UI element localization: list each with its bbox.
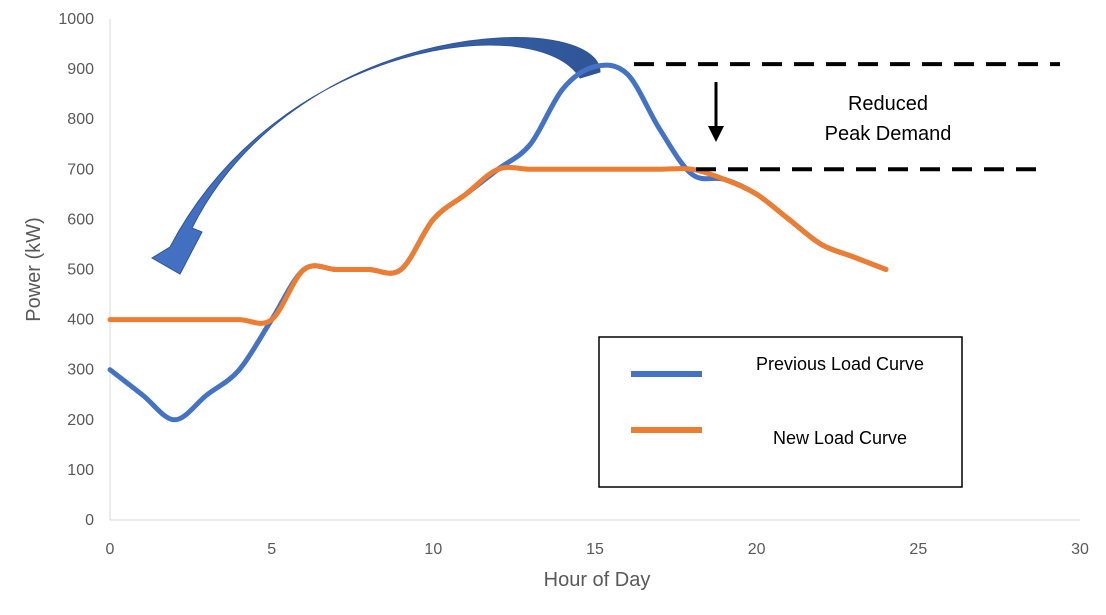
legend-box <box>598 336 963 488</box>
load-shift-arrow-group <box>151 37 601 275</box>
y-tick-label: 0 <box>85 512 94 529</box>
axes <box>109 19 1080 521</box>
y-tick-label: 500 <box>67 262 94 279</box>
legend-label: New Load Curve <box>773 428 907 448</box>
y-tick-label: 1000 <box>58 11 94 28</box>
y-tick-label: 200 <box>67 412 94 429</box>
x-tick-label: 0 <box>106 541 115 558</box>
peak-reduction-label: Reduced <box>848 93 928 115</box>
series-lines <box>107 62 889 423</box>
y-tick-label: 600 <box>67 211 94 228</box>
y-tick-label: 900 <box>67 61 94 78</box>
x-tick-label: 10 <box>424 541 442 558</box>
y-axis-title: Power (kW) <box>23 217 45 321</box>
x-tick-label: 5 <box>267 541 276 558</box>
reduction-arrowhead <box>708 126 724 142</box>
y-tick-label: 100 <box>67 462 94 479</box>
legend-label: Previous Load Curve <box>756 354 924 374</box>
load-shift-arrow <box>151 37 601 275</box>
x-axis-title: Hour of Day <box>544 569 651 591</box>
y-tick-label: 400 <box>67 312 94 329</box>
x-tick-label: 25 <box>909 541 927 558</box>
tick-labels: 0 100 200 300 400 500 600 700 800 900 1000 0 5 10 15 20… <box>23 11 1089 591</box>
legend: Previous Load Curve New Load Curve <box>598 336 963 488</box>
peak-reduction-label: Peak Demand <box>825 123 952 145</box>
y-tick-label: 300 <box>67 362 94 379</box>
y-tick-label: 700 <box>67 161 94 178</box>
y-tick-label: 800 <box>67 111 94 128</box>
x-tick-label: 20 <box>748 541 766 558</box>
x-tick-label: 15 <box>586 541 604 558</box>
series-line-new-load <box>107 164 889 326</box>
peak-annotation: Reduced Peak Demand <box>634 62 1060 172</box>
x-tick-label: 30 <box>1071 541 1089 558</box>
